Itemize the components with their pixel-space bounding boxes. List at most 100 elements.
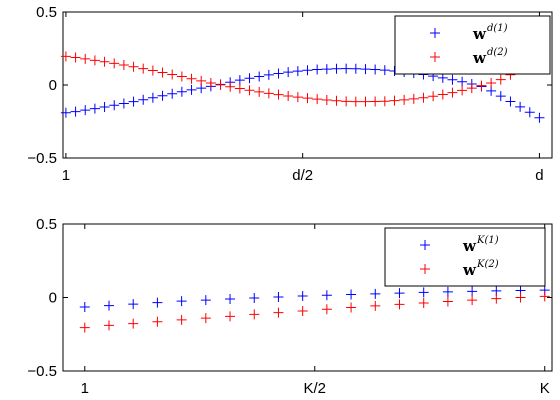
data-point: [297, 291, 308, 302]
data-point: [457, 85, 468, 96]
data-point: [350, 63, 361, 74]
legend-label-superscript: K(1): [476, 235, 499, 246]
data-point: [152, 316, 163, 327]
data-point: [244, 85, 255, 96]
legend-marker: [430, 28, 440, 38]
data-point: [467, 286, 478, 297]
data-point: [283, 90, 294, 101]
data-point: [128, 318, 139, 329]
y-tick-label: −0.5: [27, 363, 57, 380]
legend-marker: [420, 264, 430, 274]
x-tick-label: d: [535, 167, 543, 184]
data-point: [312, 64, 323, 75]
data-point: [186, 84, 197, 95]
data-point: [505, 96, 516, 107]
data-point: [273, 68, 284, 79]
x-tick-label: 1: [62, 167, 70, 184]
y-tick-label: 0: [49, 77, 57, 94]
data-point: [109, 58, 120, 69]
data-point: [302, 93, 313, 104]
data-point: [515, 292, 526, 303]
legend-label: w: [472, 49, 487, 67]
data-point: [321, 95, 332, 106]
data-point: [321, 304, 332, 315]
data-point: [99, 102, 110, 113]
top-panel: 0.50−0.51 d/2 dw d(1)w d(2): [27, 4, 553, 184]
data-point: [128, 299, 139, 310]
data-point: [331, 63, 342, 74]
data-point: [60, 51, 71, 62]
data-point: [524, 107, 535, 118]
legend-label: w: [462, 261, 477, 279]
data-point: [176, 86, 187, 97]
data-point: [539, 291, 550, 302]
x-tick-label: d/2: [292, 167, 313, 184]
x-tick-label: K/2: [304, 380, 327, 397]
x-tick-label: K: [540, 380, 550, 397]
legend-label-superscript: d(1): [487, 23, 508, 34]
data-point: [138, 63, 149, 74]
data-point: [273, 89, 284, 100]
data-point: [80, 53, 91, 64]
data-point: [399, 94, 410, 105]
data-point: [79, 302, 90, 313]
data-point: [225, 293, 236, 304]
legend-box: [394, 15, 551, 75]
legend-label: w: [462, 237, 477, 255]
data-point: [138, 94, 149, 105]
data-point: [118, 98, 129, 109]
data-point: [79, 322, 90, 333]
data-point: [152, 297, 163, 308]
data-point: [437, 72, 448, 83]
data-point: [534, 112, 545, 123]
data-point: [341, 63, 352, 74]
data-point: [273, 307, 284, 318]
data-point: [321, 290, 332, 301]
data-point: [447, 87, 458, 98]
legend-label-superscript: d(2): [487, 47, 508, 58]
data-point: [321, 64, 332, 75]
data-point: [103, 320, 114, 331]
data-point: [70, 52, 81, 63]
data-point: [292, 92, 303, 103]
y-tick-label: 0: [49, 290, 57, 307]
data-point: [147, 65, 158, 76]
y-tick-label: 0.5: [36, 4, 57, 21]
data-point: [215, 79, 226, 90]
data-point: [394, 299, 405, 310]
data-point: [249, 292, 260, 303]
data-point: [128, 61, 139, 72]
data-point: [167, 69, 178, 80]
legend-label-superscript: K(2): [476, 259, 499, 270]
data-point: [128, 96, 139, 107]
data-point: [394, 288, 405, 299]
data-point: [89, 103, 100, 114]
data-point: [457, 76, 468, 87]
data-point: [249, 309, 260, 320]
data-point: [486, 77, 497, 88]
data-point: [312, 94, 323, 105]
data-point: [466, 83, 477, 94]
data-point: [476, 80, 487, 91]
legend-label: w: [472, 25, 487, 43]
data-point: [418, 287, 429, 298]
data-point: [370, 300, 381, 311]
data-point: [225, 81, 236, 92]
data-point: [99, 56, 110, 67]
data-point: [263, 69, 274, 80]
data-point: [495, 74, 506, 85]
bottom-panel: 0.50−0.51 K/2 Kw K(1)w K(2): [27, 216, 553, 397]
data-point: [186, 73, 197, 84]
data-point: [196, 75, 207, 86]
data-point: [418, 297, 429, 308]
data-point: [263, 88, 274, 99]
data-point: [60, 107, 71, 118]
data-point: [89, 55, 100, 66]
legend-marker: [430, 52, 440, 62]
y-tick-label: 0.5: [36, 216, 57, 233]
data-point: [302, 65, 313, 76]
data-point: [331, 95, 342, 106]
data-point: [147, 92, 158, 103]
data-point: [442, 286, 453, 297]
